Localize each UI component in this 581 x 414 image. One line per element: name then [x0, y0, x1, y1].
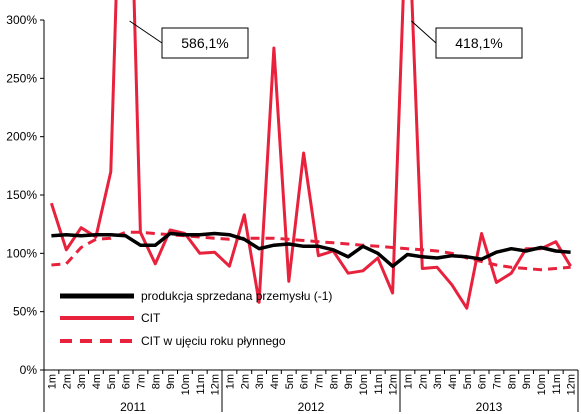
- x-tick-label: 9m: [521, 374, 533, 389]
- annotation-leader: [129, 20, 163, 44]
- x-tick-label: 2m: [239, 374, 251, 389]
- y-tick-label: 150%: [6, 188, 37, 202]
- x-tick-label: 9m: [165, 374, 177, 389]
- annotation-label: 418,1%: [455, 35, 502, 51]
- x-tick-label: 7m: [135, 374, 147, 389]
- x-tick-label: 7m: [313, 374, 325, 389]
- x-tick-label: 11m: [373, 374, 385, 395]
- series-line-0: [51, 231, 571, 268]
- annotations: 586,1% 418,1%: [129, 20, 523, 59]
- x-tick-label: 1m: [224, 374, 236, 389]
- series-line-2: [51, 230, 571, 272]
- year-label: 2011: [120, 400, 146, 414]
- x-tick-label: 12m: [388, 374, 400, 395]
- x-tick-label: 5m: [106, 374, 118, 389]
- y-tick-label: 100%: [6, 246, 37, 260]
- x-tick-label: 9m: [343, 374, 355, 389]
- x-tick-label: 3m: [254, 374, 266, 389]
- series-lines: [49, 0, 572, 310]
- y-tick-label: 50%: [13, 305, 37, 319]
- x-tick-label: 3m: [76, 374, 88, 389]
- x-tick-label: 12m: [210, 374, 222, 395]
- legend: produkcja sprzedana przemysłu (-1) CIT CIT…: [60, 289, 332, 348]
- x-tick-label: 10m: [358, 374, 370, 395]
- x-tick-label: 2m: [417, 374, 429, 389]
- x-tick-label: 8m: [506, 374, 518, 389]
- x-tick-label: 10m: [536, 374, 548, 395]
- year-label: 2013: [476, 400, 503, 414]
- axis-ticks: 0%50%100%150%200%250%300%1m 2m 3m 4m 5m 6m 7m 8…: [6, 13, 579, 414]
- y-tick-label: 0%: [20, 363, 38, 377]
- x-tick-label: 1m: [402, 374, 414, 389]
- year-label: 2012: [298, 400, 325, 414]
- x-tick-label: 8m: [150, 374, 162, 389]
- x-tick-label: 4m: [91, 374, 103, 389]
- x-tick-label: 4m: [447, 374, 459, 389]
- x-tick-label: 11m: [195, 374, 207, 395]
- x-tick-label: 8m: [328, 374, 340, 389]
- x-tick-label: 7m: [491, 374, 503, 389]
- x-tick-label: 5m: [284, 374, 296, 389]
- x-tick-label: 1m: [46, 374, 58, 389]
- series-line-1: [49, 0, 572, 310]
- y-tick-label: 200%: [6, 130, 37, 144]
- x-tick-label: 2m: [61, 374, 73, 389]
- annotation-leader: [411, 20, 437, 44]
- x-tick-label: 6m: [121, 374, 133, 389]
- annotation-box: [435, 27, 523, 59]
- x-tick-label: 10m: [180, 374, 192, 395]
- y-tick-label: 300%: [6, 13, 37, 27]
- y-tick-label: 250%: [6, 71, 37, 85]
- x-tick-label: 5m: [462, 374, 474, 389]
- x-tick-label: 12m: [566, 374, 578, 395]
- x-tick-label: 6m: [477, 374, 489, 389]
- legend-label-1: CIT: [141, 311, 161, 325]
- annotation-box: [161, 27, 249, 59]
- annotation-label: 586,1%: [181, 35, 228, 51]
- x-tick-label: 6m: [299, 374, 311, 389]
- x-tick-label: 11m: [551, 374, 563, 395]
- legend-label-0: produkcja sprzedana przemysłu (-1): [141, 289, 332, 303]
- legend-label-2: CIT w ujęciu roku płynnego: [141, 334, 286, 348]
- x-tick-label: 4m: [269, 374, 281, 389]
- x-tick-label: 3m: [432, 374, 444, 389]
